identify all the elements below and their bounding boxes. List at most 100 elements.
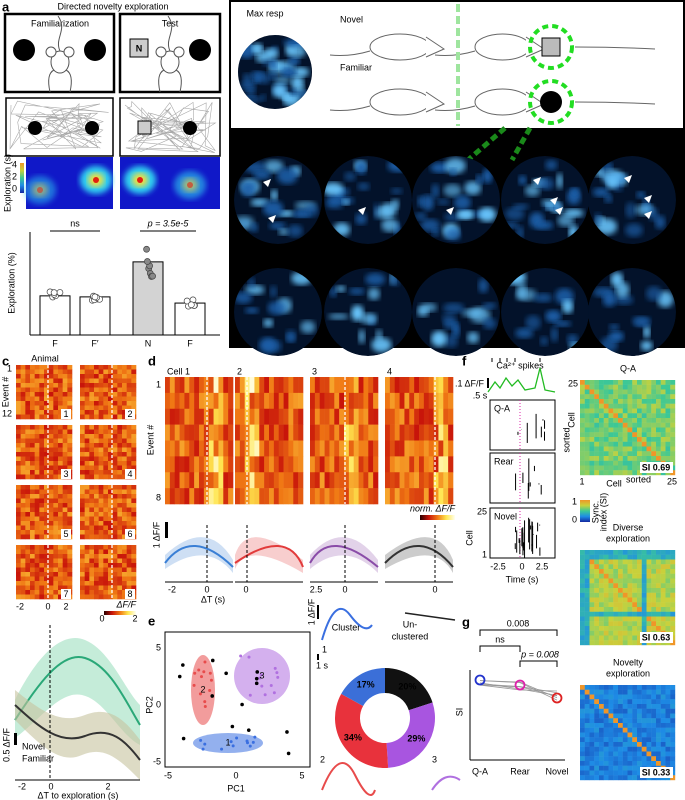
matrix-cell xyxy=(641,564,647,570)
matrix-cell xyxy=(627,427,633,433)
heat-cell xyxy=(39,563,45,568)
matrix-cell xyxy=(641,746,647,752)
heat-cell xyxy=(48,429,54,435)
matrix-cell xyxy=(584,640,590,646)
heat-cell xyxy=(80,474,85,480)
matrix-cell xyxy=(589,723,595,728)
sig-label: p = 0.008 xyxy=(520,649,559,659)
heat-cell xyxy=(16,521,21,526)
matrix-cell xyxy=(603,713,609,719)
matrix-cell xyxy=(651,611,657,617)
heat-cell xyxy=(16,581,21,586)
heat-cell xyxy=(84,425,90,430)
matrix-cell xyxy=(589,394,595,400)
matrix-cell xyxy=(580,418,585,423)
heat-cell xyxy=(44,392,49,397)
heat-cell xyxy=(131,585,137,591)
matrix-cell xyxy=(599,704,604,709)
matrix-cell xyxy=(665,573,671,579)
heat-cell xyxy=(53,572,59,577)
heat-cell xyxy=(414,392,420,410)
matrix-cell xyxy=(589,451,595,457)
heat-cell xyxy=(199,456,205,473)
matrix-cell xyxy=(665,427,671,433)
heat-cell xyxy=(122,485,127,490)
matrix-cell xyxy=(632,550,638,555)
matrix-cell xyxy=(584,446,590,452)
matrix-cell xyxy=(599,460,604,466)
heat-cell xyxy=(103,414,109,420)
heat-cell xyxy=(283,488,289,505)
matrix-cell xyxy=(651,456,657,461)
heat-cell xyxy=(53,585,59,591)
heat-cell xyxy=(16,447,21,453)
matrix-cell xyxy=(594,611,600,617)
matrix-cell xyxy=(599,746,604,752)
heat-cell xyxy=(67,498,73,504)
heat-cell xyxy=(208,472,214,489)
heat-cell xyxy=(389,440,396,457)
matrix-cell xyxy=(608,746,614,752)
heat-cell xyxy=(89,401,95,406)
heat-cell xyxy=(98,383,104,388)
matrix-cell xyxy=(608,626,614,631)
matrix-cell xyxy=(584,578,590,584)
matrix-cell xyxy=(651,550,657,555)
heat-cell xyxy=(58,452,63,457)
cell-title: 4 xyxy=(387,366,392,376)
matrix-cell xyxy=(637,635,642,641)
heat-cell xyxy=(67,396,73,402)
heat-cell xyxy=(244,488,250,505)
heat-cell xyxy=(62,374,68,379)
heat-cell xyxy=(25,516,31,522)
heat-cell xyxy=(122,374,127,379)
heat-cell xyxy=(20,405,26,411)
heat-cell xyxy=(278,424,284,441)
heat-cell xyxy=(117,567,123,573)
matrix-cell xyxy=(603,422,609,428)
heat-cell xyxy=(329,377,335,394)
calcium-image xyxy=(234,268,322,356)
heat-cell xyxy=(16,365,21,370)
matrix-cell xyxy=(594,550,600,555)
matrix-cell xyxy=(660,578,666,584)
tick-label: 8 xyxy=(156,492,161,502)
matrix-cell xyxy=(660,732,666,738)
matrix-cell xyxy=(665,588,671,593)
heat-cell xyxy=(339,472,345,489)
matrix-cell xyxy=(594,432,600,438)
matrix-cell xyxy=(589,564,595,570)
heat-cell xyxy=(67,489,73,495)
heat-cell xyxy=(25,534,31,540)
matrix-cell xyxy=(603,418,609,423)
heat-cell xyxy=(438,377,444,394)
matrix-cell xyxy=(599,727,604,733)
matrix-cell xyxy=(646,756,652,762)
cell-blob xyxy=(594,212,602,226)
heat-cell xyxy=(428,472,434,489)
heat-cell xyxy=(259,377,265,394)
matrix-cell xyxy=(660,626,666,631)
matrix-cell xyxy=(646,621,652,627)
heat-cell xyxy=(53,396,59,402)
cluster-point xyxy=(259,673,263,677)
heat-cell xyxy=(428,488,434,505)
si-label: SI 0.69 xyxy=(642,462,671,472)
matrix-cell xyxy=(665,559,671,565)
heat-cell xyxy=(67,485,73,490)
matrix-cell xyxy=(632,718,638,724)
heat-cell xyxy=(199,424,205,441)
cell-blob xyxy=(326,201,344,210)
heat-cell xyxy=(103,365,109,370)
cluster-point xyxy=(202,670,206,674)
heat-cell xyxy=(394,377,400,394)
heat-cell xyxy=(329,488,335,505)
colorbar-title: norm. ΔF/F xyxy=(410,503,456,513)
heat-cell xyxy=(103,396,109,402)
matrix-cell xyxy=(608,708,614,714)
matrix-cell xyxy=(637,583,642,589)
data-point xyxy=(50,289,58,296)
matrix-cell xyxy=(613,413,619,419)
heat-cell xyxy=(48,456,54,462)
matrix-cell xyxy=(637,460,642,466)
